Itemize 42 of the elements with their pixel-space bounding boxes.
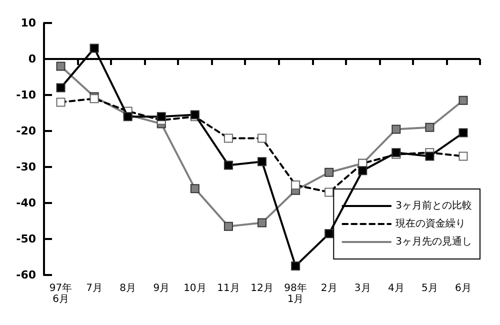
point xyxy=(458,96,468,105)
x-tick-label: 6月 xyxy=(455,283,472,294)
x-tick-label: 11月 xyxy=(217,283,240,294)
y-tick-label: -20 xyxy=(16,124,36,138)
y-tick-label: -10 xyxy=(16,88,36,102)
x-tick-label: 5月 xyxy=(422,283,438,294)
point xyxy=(324,229,334,238)
x-tick-label: 8月 xyxy=(120,283,136,294)
y-tick-label: 0 xyxy=(28,52,36,66)
x-tick-label: 97年 6月 xyxy=(49,282,72,305)
y-tick-label: -50 xyxy=(16,232,36,246)
legend-label: 3ヶ月先の見通し xyxy=(396,236,472,248)
y-tick-label: -60 xyxy=(16,268,36,282)
point xyxy=(56,83,66,92)
point xyxy=(56,62,66,71)
x-tick-label: 3月 xyxy=(354,283,371,294)
point xyxy=(224,160,233,170)
x-tick-label: 10月 xyxy=(184,283,206,294)
x-tick-label: 98年 1月 xyxy=(284,282,307,305)
point xyxy=(392,124,401,134)
x-tick-label: 12月 xyxy=(250,283,274,294)
point xyxy=(324,168,334,177)
point xyxy=(90,44,99,53)
y-tick-label: -30 xyxy=(16,160,36,174)
y-tick-label: 10 xyxy=(20,16,36,30)
legend-label: 現在の資金繰り xyxy=(396,218,466,230)
y-tick-label: -40 xyxy=(16,196,36,210)
x-tick-label: 7月 xyxy=(86,283,102,294)
point xyxy=(358,166,368,176)
point xyxy=(224,222,233,231)
point xyxy=(258,218,266,228)
point xyxy=(425,152,434,161)
legend-label: 3ヶ月前との比較 xyxy=(396,200,472,212)
point xyxy=(291,262,300,270)
x-tick-label: 4月 xyxy=(388,283,404,294)
point xyxy=(458,128,468,138)
point xyxy=(156,112,166,122)
x-tick-label: 9月 xyxy=(153,283,170,294)
point xyxy=(258,157,266,166)
x-tick-label: 2月 xyxy=(320,283,338,294)
point xyxy=(190,184,200,194)
point xyxy=(425,122,434,132)
